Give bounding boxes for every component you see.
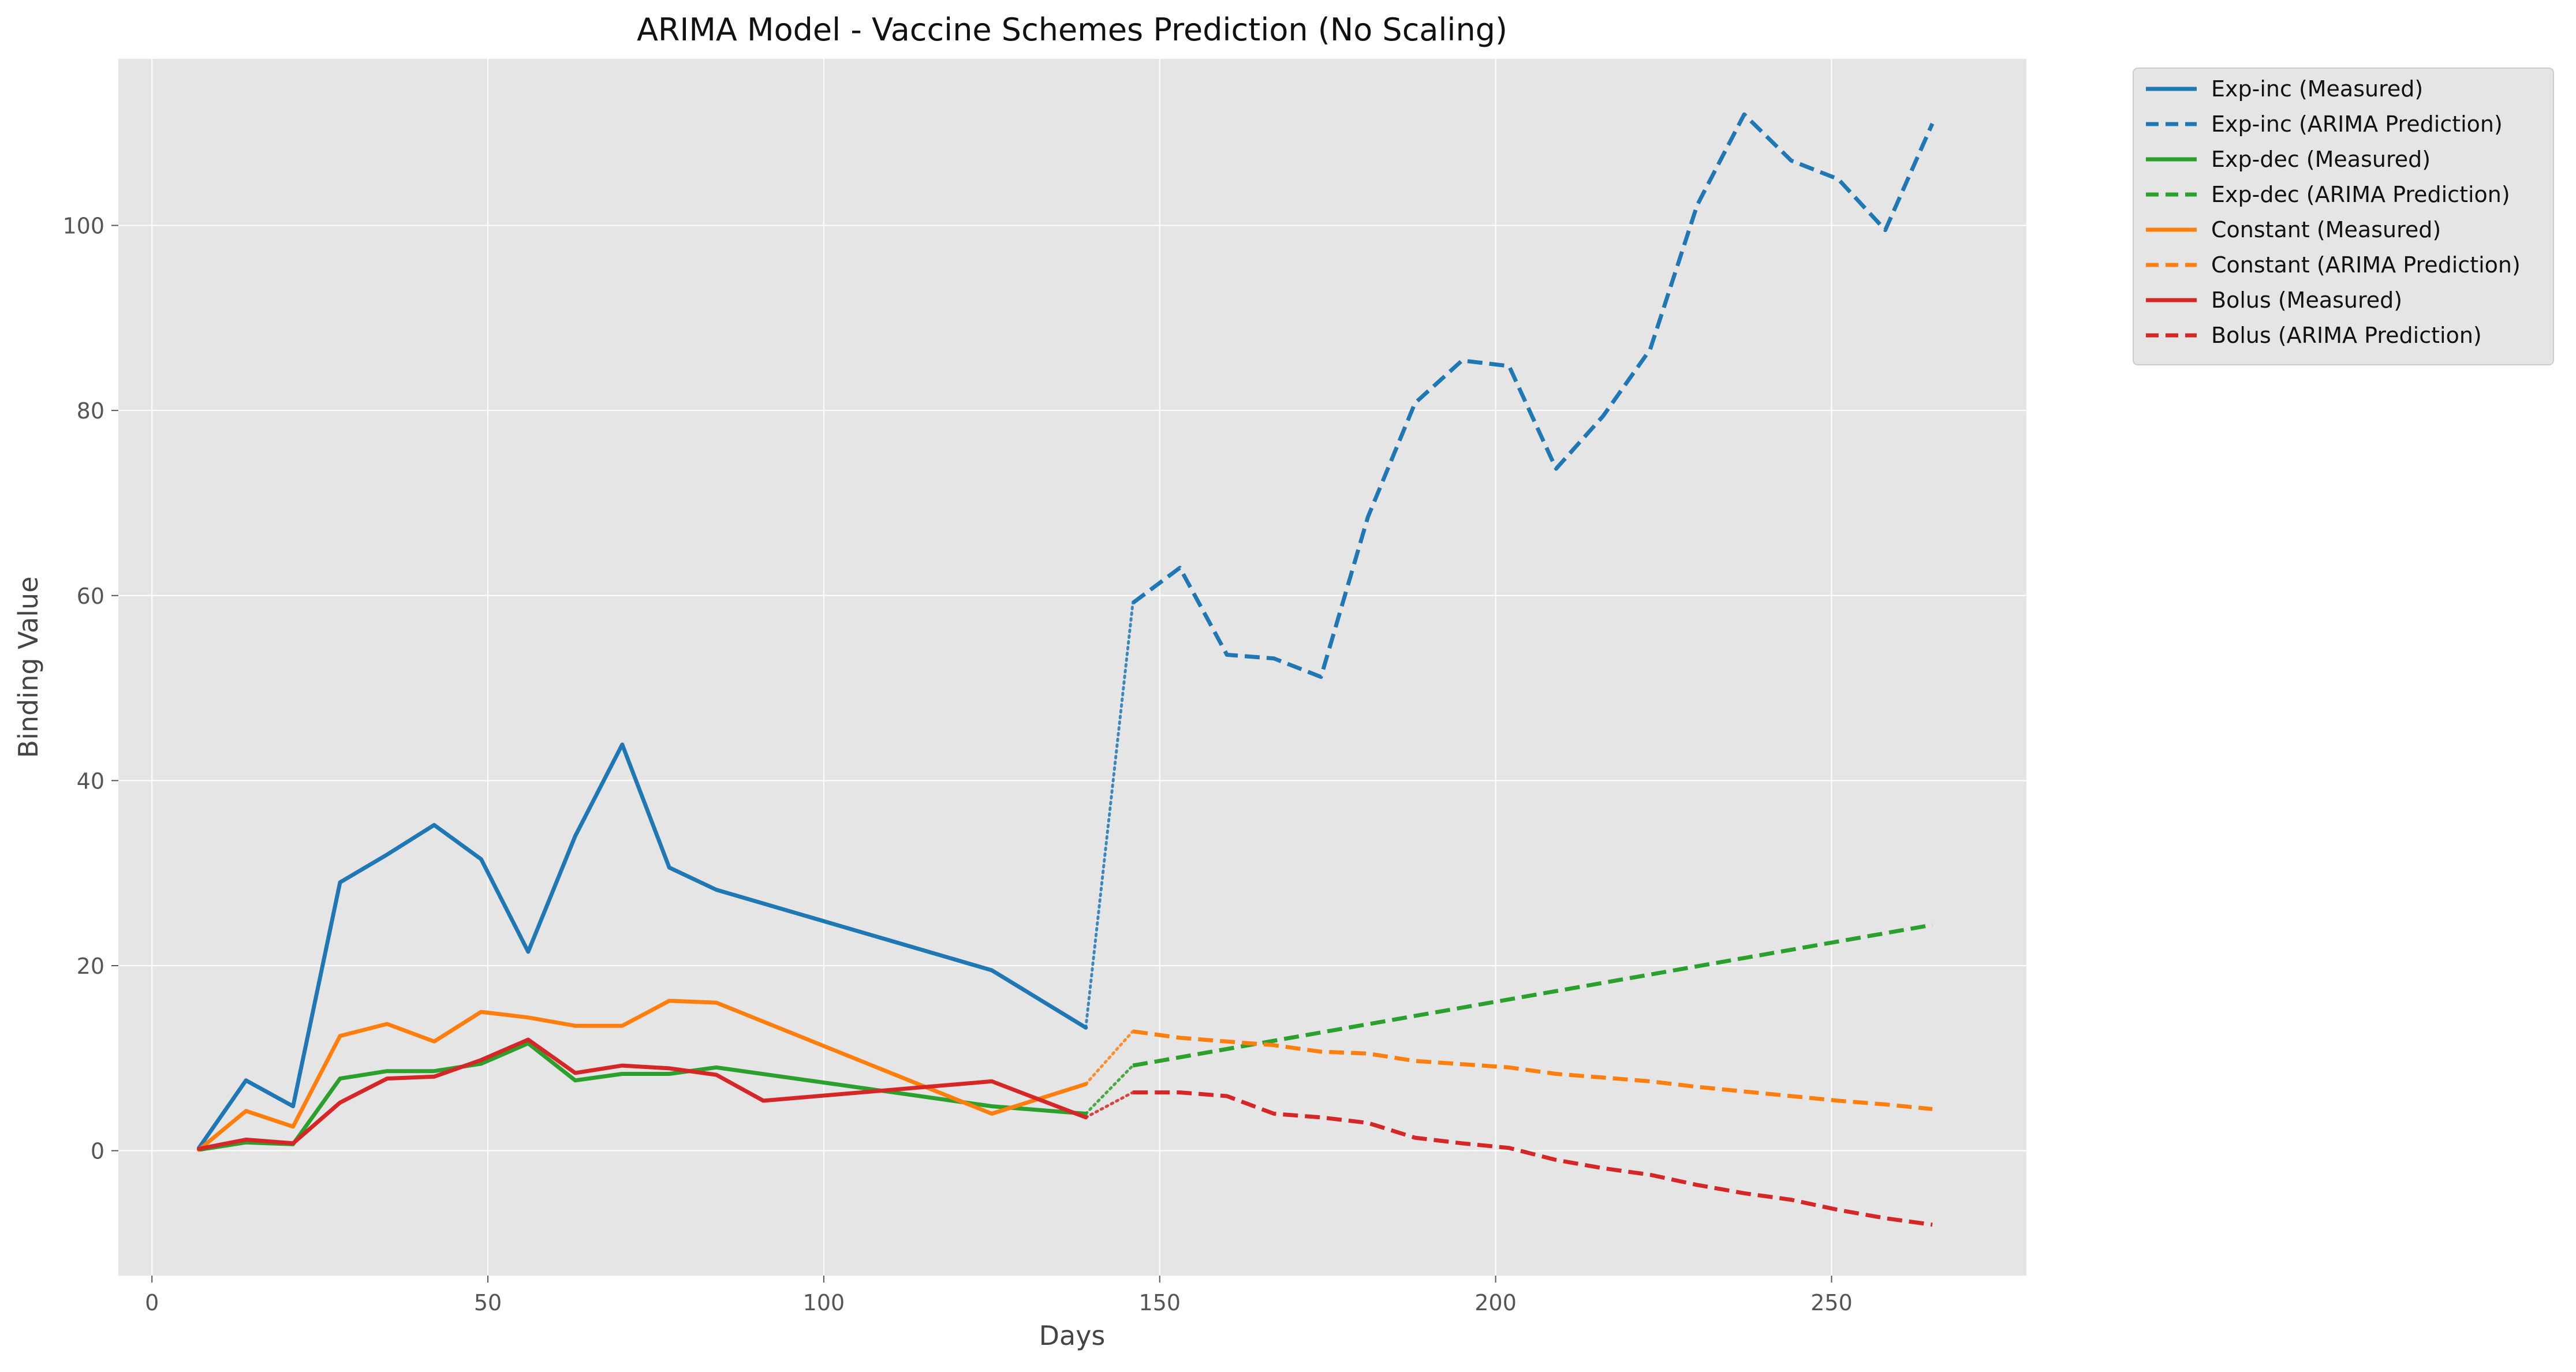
y-tick-label: 40 xyxy=(77,768,104,794)
y-axis-label: Binding Value xyxy=(13,577,44,758)
x-tick-label: 50 xyxy=(474,1290,502,1315)
x-axis-label: Days xyxy=(1039,1320,1106,1351)
series-line-6 xyxy=(197,1037,1088,1151)
series-line-2 xyxy=(197,1041,1088,1152)
series-connector xyxy=(1084,1030,1134,1086)
y-tick-label: 100 xyxy=(62,214,104,239)
legend-label: Constant (ARIMA Prediction) xyxy=(2211,252,2521,278)
y-tick-label: 80 xyxy=(77,398,104,424)
legend-label: Bolus (ARIMA Prediction) xyxy=(2211,323,2482,348)
grid-layer xyxy=(118,59,2026,1276)
series-layer xyxy=(197,112,1935,1227)
y-tick-label: 60 xyxy=(77,584,104,609)
y-tick-label: 0 xyxy=(91,1139,104,1164)
x-tick-label: 200 xyxy=(1474,1290,1517,1315)
series-line-5 xyxy=(1132,1029,1933,1111)
series-connector xyxy=(1084,1064,1134,1115)
legend-label: Exp-dec (Measured) xyxy=(2211,147,2431,172)
legend: Exp-inc (Measured) Exp-inc (ARIMA Predict… xyxy=(2133,68,2554,365)
series-connector xyxy=(1084,601,1134,1029)
axes-layer: 0 20 40 60 80 100 0 50 100 150 200 250 xyxy=(62,214,1852,1315)
x-tick-label: 250 xyxy=(1810,1290,1853,1315)
x-tick-label: 100 xyxy=(803,1290,845,1315)
series-connector xyxy=(1084,1091,1134,1119)
legend-box xyxy=(2133,68,2554,365)
y-tick-label: 20 xyxy=(77,954,104,979)
series-line-7 xyxy=(1133,1090,1933,1227)
x-tick-label: 150 xyxy=(1139,1290,1181,1315)
legend-label: Bolus (Measured) xyxy=(2211,287,2402,313)
legend-label: Exp-inc (ARIMA Prediction) xyxy=(2211,111,2503,137)
legend-label: Exp-dec (ARIMA Prediction) xyxy=(2211,182,2510,207)
series-line-1 xyxy=(1132,112,1935,679)
x-tick-label: 0 xyxy=(145,1290,159,1315)
legend-label: Constant (Measured) xyxy=(2211,217,2441,242)
legend-label: Exp-inc (Measured) xyxy=(2211,76,2423,102)
series-line-0 xyxy=(197,742,1088,1150)
series-line-3 xyxy=(1132,922,1933,1068)
chart-title: ARIMA Model - Vaccine Schemes Prediction… xyxy=(637,12,1507,48)
plot-area-background xyxy=(118,59,2026,1276)
series-line-4 xyxy=(197,999,1088,1152)
